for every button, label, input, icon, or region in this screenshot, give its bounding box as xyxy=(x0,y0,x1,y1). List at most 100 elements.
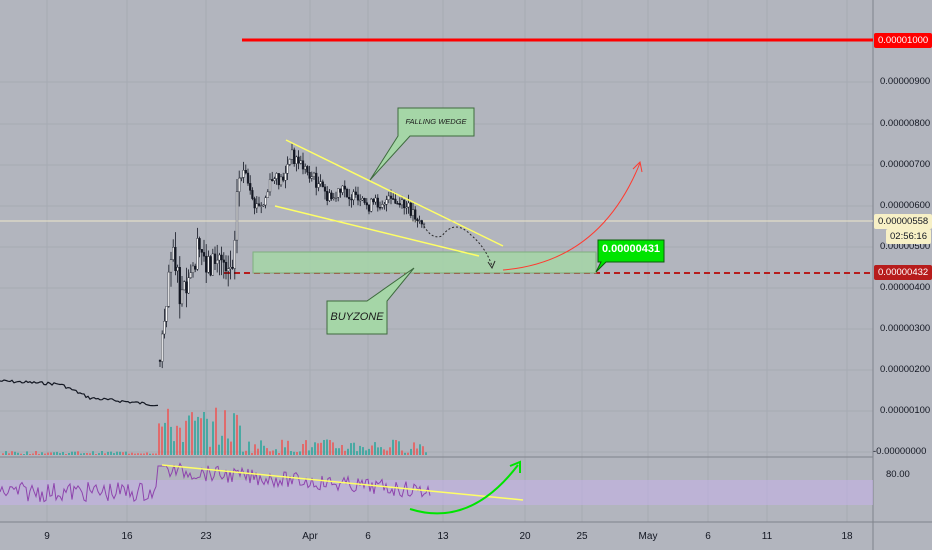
candle-body xyxy=(275,173,278,179)
volume-bar xyxy=(227,438,229,455)
volume-bar xyxy=(68,453,70,455)
candle-body xyxy=(365,202,368,206)
candle-body xyxy=(398,203,401,206)
candle-body xyxy=(299,160,302,164)
candle-body xyxy=(323,186,327,192)
buyzone-callout[interactable] xyxy=(326,267,415,335)
rsi-green-arrow-head xyxy=(509,460,521,473)
candle-body xyxy=(253,198,256,209)
volume-bar xyxy=(413,442,415,455)
volume-bar xyxy=(260,440,262,455)
candle-body xyxy=(165,306,168,322)
volume-bar xyxy=(290,451,292,455)
buyzone-rectangle[interactable] xyxy=(252,251,597,274)
price-label: 0.00000300 xyxy=(880,323,931,334)
date-label: 6 xyxy=(365,531,371,542)
volume-bar xyxy=(218,444,220,455)
volume-bar xyxy=(164,422,166,455)
candlesticks xyxy=(0,143,426,407)
candle-body xyxy=(319,181,322,185)
volume-bar xyxy=(338,448,340,455)
volume-bar xyxy=(272,450,274,455)
candle-body xyxy=(392,198,395,200)
candle-body xyxy=(334,196,338,199)
volume-bar xyxy=(341,445,343,455)
projected-path-arrowhead xyxy=(487,260,496,270)
volume-bar xyxy=(374,442,376,455)
volume-bar xyxy=(29,454,31,455)
candle-body xyxy=(304,166,307,170)
candle-body xyxy=(244,169,247,174)
price-label: 0.00000400 xyxy=(880,282,931,293)
candle-body xyxy=(290,149,294,160)
volume-bar xyxy=(263,445,265,455)
price-label: 0.00000600 xyxy=(880,200,931,211)
target-price-callout[interactable] xyxy=(595,239,665,273)
candle-body xyxy=(209,256,212,276)
candle-body xyxy=(354,191,357,195)
volume-bar xyxy=(215,407,217,455)
candle-body xyxy=(262,204,265,207)
candle-body xyxy=(385,199,388,205)
volume-bar xyxy=(230,441,232,455)
candle-body xyxy=(400,199,404,206)
date-label: Apr xyxy=(302,531,318,542)
volume-bar xyxy=(41,452,43,455)
volume-bar xyxy=(335,448,337,455)
candle-body xyxy=(341,185,344,193)
countdown-badge: 02:56:16 xyxy=(886,229,931,244)
volume-bar xyxy=(350,443,352,455)
date-label: 13 xyxy=(437,531,449,542)
candle-body xyxy=(266,191,269,198)
candle-body xyxy=(422,223,426,225)
volume-bar xyxy=(131,452,133,455)
volume-bar xyxy=(182,442,184,455)
volume-bar xyxy=(158,423,160,455)
volume-bar xyxy=(365,450,367,455)
volume-bar xyxy=(344,450,346,455)
falling-wedge-callout[interactable] xyxy=(369,107,475,181)
candle-body xyxy=(343,185,346,190)
volume-bar xyxy=(410,448,412,455)
rsi-trendline[interactable] xyxy=(161,464,524,501)
resistance-price-badge: 0.00001000 xyxy=(874,33,932,48)
candle-body xyxy=(163,321,166,335)
early-price-line xyxy=(0,379,159,407)
volume-bar xyxy=(116,451,118,455)
volume-bar xyxy=(74,451,76,455)
candle-body xyxy=(286,164,289,174)
volume-bar xyxy=(317,443,319,455)
candle-body xyxy=(174,246,177,271)
candle-body xyxy=(229,267,232,270)
candle-body xyxy=(381,204,384,208)
volume-bar xyxy=(224,410,226,455)
volume-bar xyxy=(332,442,334,455)
wedge-upper-line[interactable] xyxy=(285,139,504,247)
price-label: 0.00000200 xyxy=(880,364,931,375)
volume-bar xyxy=(326,439,328,455)
candle-body xyxy=(376,197,379,208)
volume-bar xyxy=(308,450,310,455)
volume-bar xyxy=(80,453,82,455)
volume-bar xyxy=(155,453,157,455)
candle-body xyxy=(255,203,258,209)
volume-bar xyxy=(320,442,322,455)
candle-body xyxy=(187,277,190,294)
volume-bar xyxy=(179,427,181,455)
volume-bar xyxy=(377,447,379,455)
volume-bar xyxy=(371,445,373,455)
candle-body xyxy=(407,202,410,208)
volume-bar xyxy=(86,453,88,455)
candle-body xyxy=(288,159,291,165)
volume-bar xyxy=(401,450,403,455)
volume-bar xyxy=(281,439,283,455)
candle-body xyxy=(361,197,364,201)
candle-body xyxy=(196,238,199,270)
volume-bar xyxy=(95,454,97,455)
wedge-lower-line[interactable] xyxy=(274,205,480,257)
date-label: 11 xyxy=(761,531,773,542)
candle-body xyxy=(277,173,280,186)
candle-body xyxy=(185,281,188,294)
